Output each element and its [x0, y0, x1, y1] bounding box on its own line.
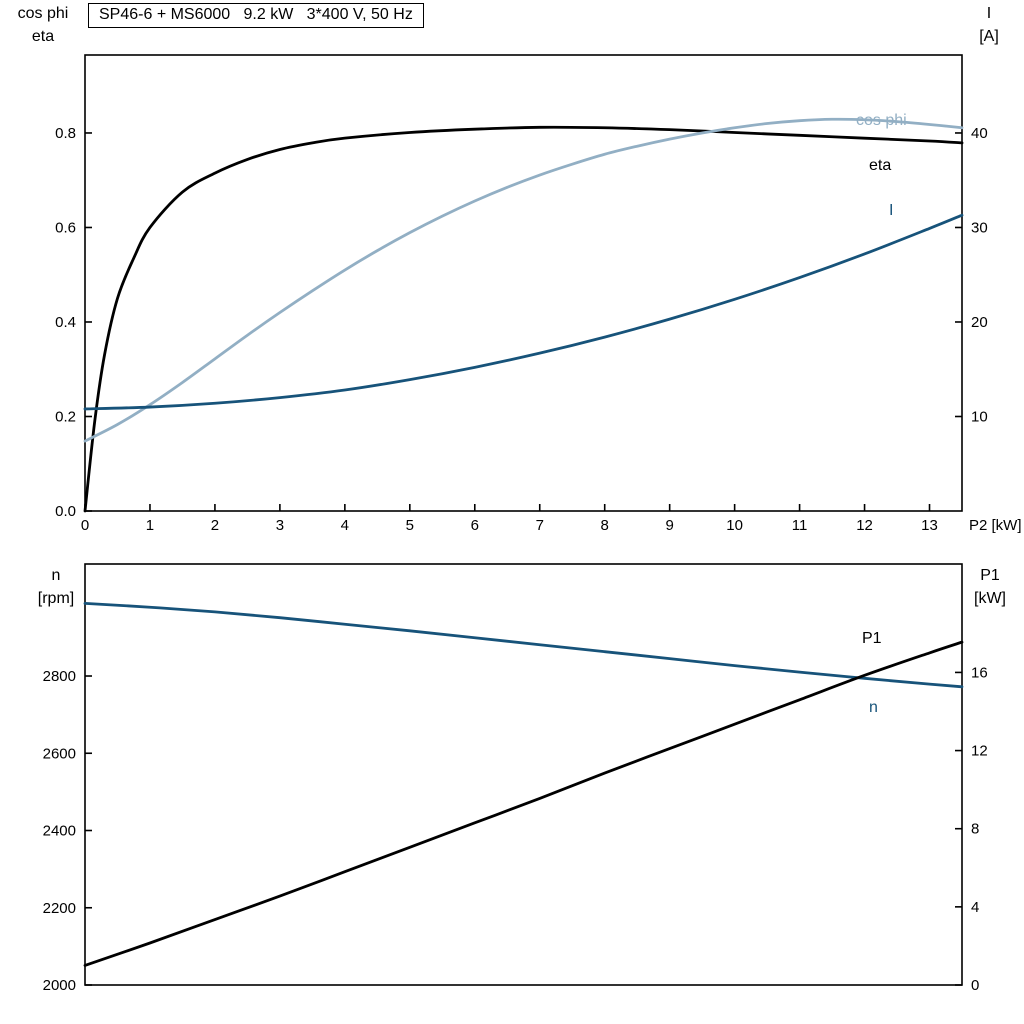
left-tick-label: 2800 [43, 668, 76, 685]
x-tick-label: 2 [211, 517, 219, 534]
x-tick-label: 10 [726, 517, 743, 534]
right-tick-label: 12 [971, 743, 988, 760]
x-tick-label: 12 [856, 517, 873, 534]
plot-frame-1 [84, 563, 963, 986]
x-tick-label: 0 [81, 517, 89, 534]
x-tick-label: 7 [536, 517, 544, 534]
x-tick-label: 1 [146, 517, 154, 534]
top-left-axis-title-line2: eta [31, 28, 55, 45]
left-tick-label: 0.4 [55, 314, 76, 331]
x-tick-label: 5 [406, 517, 414, 534]
bottom-right-axis-title-line2: [kW] [974, 590, 1006, 607]
x-tick-label: 3 [276, 517, 284, 534]
curve-cos-phi [83, 117, 964, 443]
bottom-right-axis-title-line1: P1 [980, 567, 1000, 584]
x-tick-label: 4 [341, 517, 349, 534]
left-tick-label: 0.6 [55, 219, 76, 236]
curve-current [83, 213, 964, 411]
left-tick-label: 2200 [43, 900, 76, 917]
x-tick-label: 13 [921, 517, 938, 534]
curve-speed [83, 601, 964, 689]
bottom-left-axis-title-line2: [rpm] [37, 590, 75, 607]
right-tick-label: 10 [971, 408, 988, 425]
x-tick-label: 9 [665, 517, 673, 534]
chart-title: SP46-6 + MS6000 9.2 kW 3*400 V, 50 Hz [88, 3, 424, 28]
curve-label-p1: P1 [862, 630, 882, 647]
curve-p1 [83, 640, 964, 967]
left-tick-label: 2600 [43, 745, 76, 762]
left-tick-label: 0.2 [55, 408, 76, 425]
curve-eta [83, 125, 964, 513]
right-tick-label: 20 [971, 314, 988, 331]
right-tick-label: 30 [971, 219, 988, 236]
x-tick-label: 6 [471, 517, 479, 534]
left-tick-label: 2400 [43, 823, 76, 840]
x-tick-label: 11 [792, 517, 808, 534]
left-tick-label: 0.8 [55, 125, 76, 142]
curve-label-speed: n [869, 699, 878, 716]
curve-label-cos-phi: cos phi [856, 112, 907, 129]
top-right-axis-title-line1: I [986, 5, 992, 22]
right-tick-label: 40 [971, 125, 988, 142]
curve-label-current: I [889, 202, 893, 219]
x-tick-label: 8 [601, 517, 609, 534]
right-tick-label: 16 [971, 664, 988, 681]
left-tick-label: 2000 [43, 977, 76, 994]
curve-label-eta: eta [869, 157, 891, 174]
left-tick-label: 0.0 [55, 503, 76, 520]
x-axis-unit-label: P2 [kW] [969, 517, 1022, 534]
top-right-axis-title-line2: [A] [979, 28, 999, 45]
plot-frame-0 [84, 54, 963, 512]
right-tick-label: 4 [971, 899, 979, 916]
bottom-left-axis-title-line1: n [51, 567, 61, 584]
right-tick-label: 8 [971, 821, 979, 838]
right-tick-label: 0 [971, 977, 979, 994]
top-left-axis-title-line1: cos phi [17, 5, 69, 22]
